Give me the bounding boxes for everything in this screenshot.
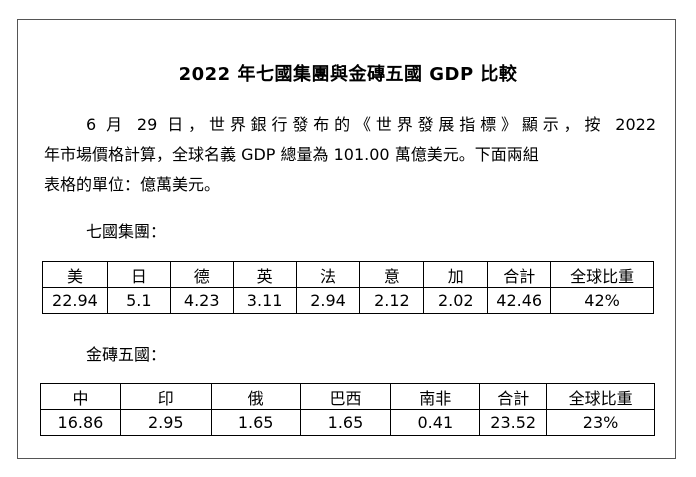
g7-header-cell: 意: [359, 261, 425, 288]
g7-value-cell: 2.94: [295, 287, 361, 314]
g7-header-cell: 日: [106, 261, 171, 288]
brics-table: 中 印 俄 巴西 南非 合計 全球比重 16.86 2.95 1.65 1.65…: [40, 383, 655, 436]
brics-caption: 金磚五國：: [86, 345, 167, 364]
brics-value-cell: 0.41: [390, 409, 481, 436]
g7-value-cell: 5.1: [106, 287, 171, 314]
g7-header-cell: 合計: [487, 261, 552, 288]
brics-value-row: 16.86 2.95 1.65 1.65 0.41 23.52 23%: [40, 409, 655, 436]
g7-table: 美 日 德 英 法 意 加 合計 全球比重 22.94 5.1 4.23 3.1…: [42, 261, 654, 314]
paragraph-line-1: 6 月 29 日，世界銀行發布的《世界發展指標》顯示，按 2022: [86, 115, 656, 134]
brics-value-cell: 23.52: [479, 409, 548, 436]
brics-header-cell: 巴西: [299, 383, 392, 410]
brics-header-cell: 印: [119, 383, 212, 410]
g7-header-cell: 全球比重: [550, 261, 654, 288]
g7-header-row: 美 日 德 英 法 意 加 合計 全球比重: [42, 261, 654, 288]
g7-value-cell: 42%: [550, 287, 654, 314]
paragraph-line-2: 年市場價格計算，全球名義 GDP 總量為 101.00 萬億美元。下面兩組: [44, 145, 539, 164]
brics-header-cell: 中: [40, 383, 121, 410]
brics-value-cell: 1.65: [210, 409, 301, 436]
g7-value-cell: 4.23: [169, 287, 234, 314]
brics-header-row: 中 印 俄 巴西 南非 合計 全球比重: [40, 383, 655, 410]
g7-header-cell: 德: [169, 261, 234, 288]
brics-value-cell: 23%: [546, 409, 655, 436]
brics-header-cell: 俄: [210, 383, 301, 410]
document-frame: [17, 19, 676, 459]
brics-header-cell: 合計: [479, 383, 548, 410]
g7-header-cell: 美: [42, 261, 108, 288]
brics-value-cell: 2.95: [119, 409, 212, 436]
brics-header-cell: 南非: [390, 383, 481, 410]
brics-value-cell: 16.86: [40, 409, 121, 436]
g7-header-cell: 加: [423, 261, 489, 288]
g7-value-row: 22.94 5.1 4.23 3.11 2.94 2.12 2.02 42.46…: [42, 287, 654, 314]
g7-value-cell: 2.12: [359, 287, 425, 314]
g7-caption: 七國集團：: [86, 222, 167, 241]
brics-header-cell: 全球比重: [546, 383, 655, 410]
page-title: 2022 年七國集團與金磚五國 GDP 比較: [178, 64, 518, 85]
g7-value-cell: 42.46: [487, 287, 552, 314]
paragraph-line-3: 表格的單位：億萬美元。: [44, 175, 221, 194]
g7-value-cell: 22.94: [42, 287, 108, 314]
g7-header-cell: 法: [295, 261, 361, 288]
brics-value-cell: 1.65: [299, 409, 392, 436]
g7-header-cell: 英: [232, 261, 297, 288]
g7-value-cell: 3.11: [232, 287, 297, 314]
g7-value-cell: 2.02: [423, 287, 489, 314]
intro-paragraph: 6 月 29 日，世界銀行發布的《世界發展指標》顯示，按 2022 年市場價格計…: [44, 110, 656, 200]
